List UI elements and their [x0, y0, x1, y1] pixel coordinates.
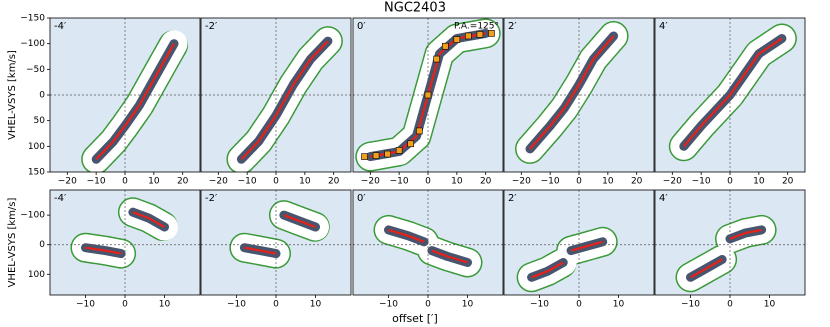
y-tick-label: 100 — [28, 270, 45, 280]
panel-content — [655, 18, 805, 172]
y-tick-label: 50 — [34, 116, 46, 126]
x-tick-label: 10 — [310, 300, 322, 310]
x-axis-label: offset [′] — [392, 312, 438, 325]
x-tick-label: 10 — [602, 177, 614, 187]
x-tick-label: 10 — [299, 177, 311, 187]
x-tick-label: 10 — [148, 177, 160, 187]
x-tick-label: 20 — [782, 177, 794, 187]
panel-content — [353, 190, 503, 295]
model-point — [465, 32, 472, 40]
x-tick-label: −20 — [663, 177, 682, 187]
rotation-curve — [529, 35, 615, 150]
panel-label: 0′ — [357, 21, 366, 32]
x-tick-label: 0 — [727, 177, 733, 187]
y-tick-label: 150 — [28, 168, 45, 178]
x-tick-label: −10 — [530, 300, 549, 310]
panel-content — [504, 18, 654, 172]
rotation-curve — [85, 211, 166, 255]
x-tick-label: −10 — [379, 300, 398, 310]
rotation-curve — [95, 43, 175, 160]
x-tick-label: 0 — [727, 300, 733, 310]
panel-label: 2′ — [508, 21, 517, 32]
x-tick-label: 0 — [122, 300, 128, 310]
x-tick-label: 0 — [425, 177, 431, 187]
y-axis-label: VHEL-VSYS [km/s] — [7, 50, 18, 140]
y-tick-label: −100 — [20, 39, 45, 49]
x-tick-label: 0 — [122, 177, 128, 187]
panel-label: -4′ — [54, 21, 67, 32]
x-tick-label: 10 — [451, 177, 463, 187]
x-tick-label: −10 — [692, 177, 711, 187]
panel-content — [353, 18, 503, 172]
rotation-curve — [689, 228, 762, 279]
x-tick-label: 10 — [764, 300, 776, 310]
x-tick-label: −10 — [87, 177, 106, 187]
model-point — [361, 153, 368, 160]
panel-content — [50, 190, 200, 295]
model-point — [407, 140, 414, 148]
figure-title: NGC2403 — [384, 1, 446, 16]
panel-label: -4′ — [54, 193, 67, 204]
x-tick-label: −10 — [227, 300, 246, 310]
x-tick-label: 10 — [753, 177, 765, 187]
x-tick-label: 20 — [480, 177, 492, 187]
panel-content — [655, 190, 805, 295]
model-point — [395, 147, 403, 154]
x-tick-label: 0 — [273, 177, 279, 187]
model-point — [488, 30, 495, 37]
panel-label: 0′ — [357, 193, 366, 204]
panel-label: -2′ — [205, 21, 218, 32]
panel-label: -2′ — [205, 193, 218, 204]
panel-label: 4′ — [659, 193, 668, 204]
x-tick-label: 20 — [328, 177, 340, 187]
annotation: P.A.=125° — [454, 22, 499, 32]
x-tick-label: 10 — [159, 300, 171, 310]
rotation-curve — [531, 240, 603, 279]
panel-label: 4′ — [659, 21, 668, 32]
model-point — [384, 150, 391, 158]
panel-content — [201, 190, 351, 295]
rotation-curve — [682, 37, 783, 148]
y-tick-label: −150 — [20, 14, 45, 24]
x-tick-label: −20 — [361, 177, 380, 187]
x-tick-label: 20 — [177, 177, 189, 187]
x-tick-label: −20 — [512, 177, 531, 187]
x-tick-label: 10 — [462, 300, 474, 310]
panel-content — [504, 190, 654, 295]
model-point — [416, 127, 423, 135]
model-point — [424, 91, 432, 99]
y-tick-label: 0 — [39, 91, 45, 101]
x-tick-label: 10 — [613, 300, 625, 310]
x-tick-label: 0 — [273, 300, 279, 310]
x-tick-label: −10 — [681, 300, 700, 310]
model-point — [442, 42, 449, 50]
x-tick-label: 20 — [631, 177, 643, 187]
model-point — [372, 152, 380, 159]
x-tick-label: −20 — [209, 177, 228, 187]
x-tick-label: 0 — [425, 300, 431, 310]
panel-content — [50, 18, 200, 172]
x-tick-label: −20 — [58, 177, 77, 187]
panel-label: 2′ — [508, 193, 517, 204]
model-point — [476, 31, 484, 38]
rotation-curve — [388, 228, 468, 264]
x-tick-label: −10 — [76, 300, 95, 310]
model-point — [453, 36, 461, 43]
y-axis-label: VHEL-VSYS [km/s] — [7, 197, 18, 287]
rotation-curve — [240, 40, 329, 160]
y-tick-label: 100 — [28, 142, 45, 152]
x-tick-label: −10 — [238, 177, 257, 187]
x-tick-label: 0 — [576, 300, 582, 310]
x-tick-label: −10 — [541, 177, 560, 187]
x-tick-label: −10 — [390, 177, 409, 187]
y-tick-label: −100 — [20, 211, 45, 221]
x-tick-label: 0 — [576, 177, 582, 187]
y-tick-label: −50 — [26, 65, 45, 75]
y-tick-label: 0 — [39, 240, 45, 250]
rotation-curve — [244, 214, 316, 255]
model-point — [433, 55, 440, 63]
panel-content — [201, 18, 351, 172]
